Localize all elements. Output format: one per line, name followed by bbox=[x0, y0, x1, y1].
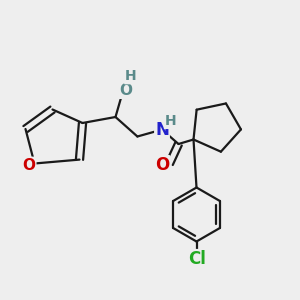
Text: H: H bbox=[165, 114, 176, 128]
Text: H: H bbox=[125, 70, 136, 83]
Text: Cl: Cl bbox=[188, 250, 206, 268]
Text: O: O bbox=[119, 83, 132, 98]
Text: N: N bbox=[155, 121, 169, 139]
Text: O: O bbox=[22, 158, 36, 172]
Text: O: O bbox=[155, 156, 169, 174]
